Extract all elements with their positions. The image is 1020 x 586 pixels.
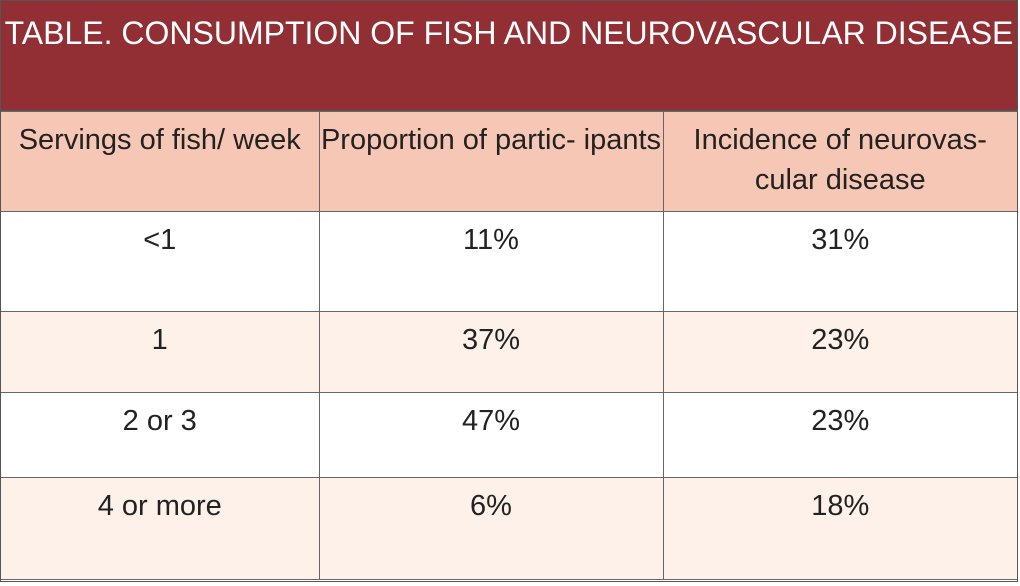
- table-cell: 47%: [318, 392, 664, 478]
- column-header: Servings of fish/ week: [1, 111, 320, 212]
- table-cell: 31%: [662, 211, 1017, 312]
- table-cell: 18%: [662, 477, 1017, 580]
- table-row: 2 or 3 47% 23%: [1, 392, 1017, 478]
- table-row: 4 or more 6% 18%: [1, 477, 1017, 580]
- table-row: 1 37% 23%: [1, 311, 1017, 393]
- table-title: TABLE. CONSUMPTION OF FISH AND NEUROVASC…: [1, 1, 1017, 111]
- table-cell: 4 or more: [1, 477, 320, 580]
- table-cell: 1: [1, 311, 320, 393]
- table-row: <1 11% 31%: [1, 211, 1017, 312]
- column-header: Proportion of partic- ipants: [318, 111, 664, 212]
- table-cell: 11%: [318, 211, 664, 312]
- table-cell: 6%: [318, 477, 664, 580]
- data-table: Servings of fish/ week Proportion of par…: [1, 111, 1017, 580]
- table-cell: 37%: [318, 311, 664, 393]
- table-cell: 23%: [662, 311, 1017, 393]
- table-cell: 2 or 3: [1, 392, 320, 478]
- table-cell: <1: [1, 211, 320, 312]
- table-cell: 23%: [662, 392, 1017, 478]
- column-header: Incidence of neurovas- cular disease: [662, 111, 1017, 212]
- header-row: Servings of fish/ week Proportion of par…: [1, 111, 1017, 212]
